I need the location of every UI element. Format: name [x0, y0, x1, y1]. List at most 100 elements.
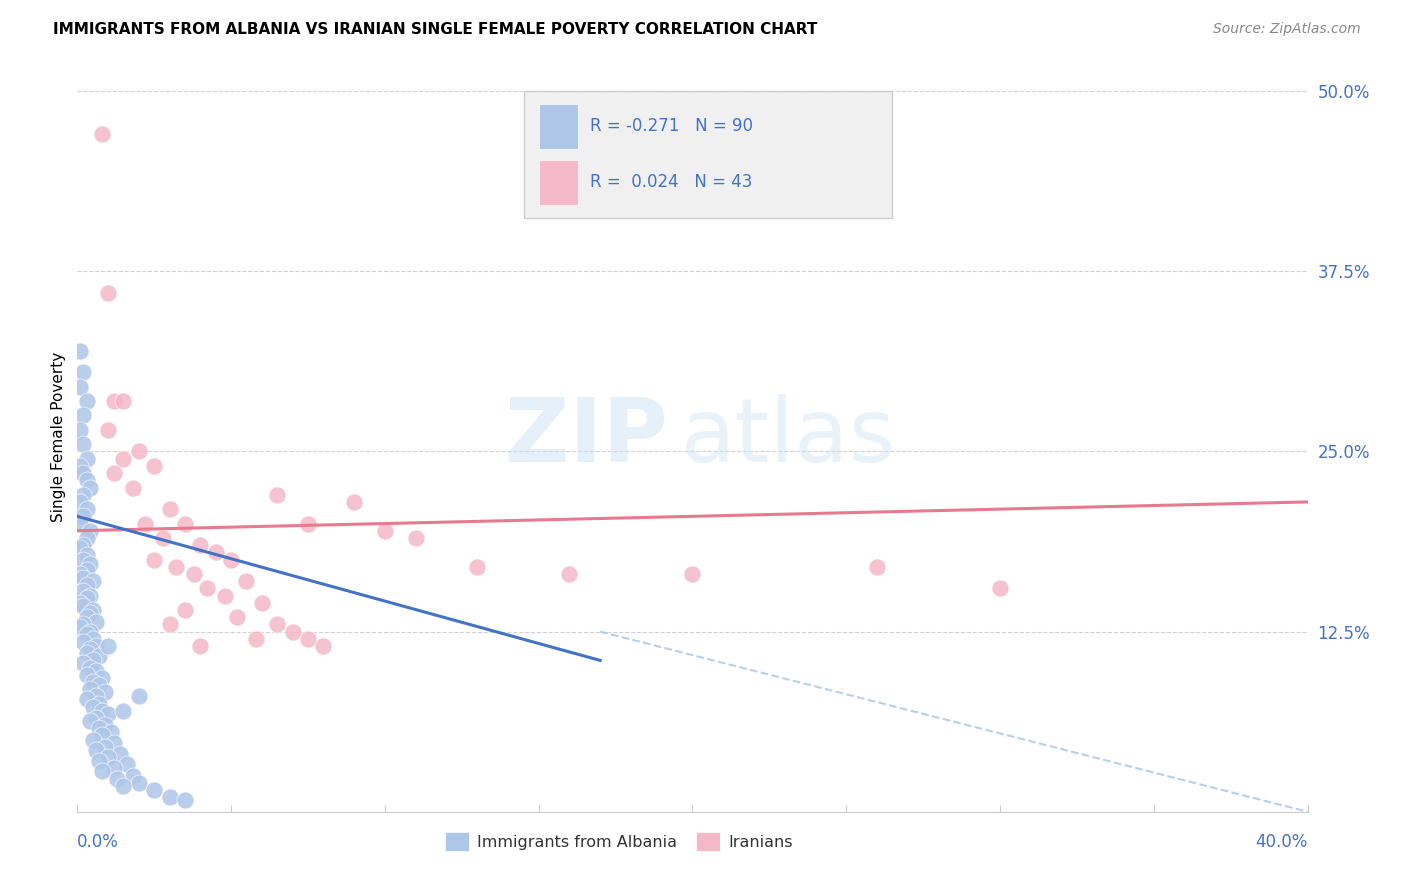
Point	[72, 509, 94, 524]
Point	[97, 423, 120, 437]
Point	[405, 531, 427, 545]
Point	[76, 473, 98, 487]
Point	[90, 764, 114, 779]
Point	[87, 678, 110, 692]
Point	[105, 772, 128, 786]
Point	[76, 591, 98, 606]
Point	[76, 548, 98, 562]
Point	[165, 559, 187, 574]
Point	[76, 627, 98, 641]
Point	[121, 481, 143, 495]
Point	[82, 574, 104, 589]
Point	[866, 559, 889, 574]
Point	[128, 776, 150, 790]
Text: ZIP: ZIP	[505, 393, 668, 481]
Point	[82, 675, 104, 690]
Point	[79, 524, 101, 538]
Point	[121, 769, 143, 783]
Point	[76, 610, 98, 624]
Point	[174, 793, 197, 807]
Point	[72, 365, 94, 379]
Point	[94, 718, 117, 732]
Point	[76, 531, 98, 545]
Point	[82, 632, 104, 646]
Point	[69, 620, 91, 634]
Point	[87, 697, 110, 711]
Y-axis label: Single Female Poverty: Single Female Poverty	[51, 352, 66, 522]
Point	[174, 603, 197, 617]
Point	[159, 502, 181, 516]
Point	[97, 285, 120, 300]
Point	[87, 649, 110, 664]
Point	[103, 466, 125, 480]
Point	[87, 721, 110, 735]
Point	[112, 394, 135, 409]
Point	[84, 743, 107, 757]
Point	[79, 557, 101, 571]
Point	[90, 671, 114, 685]
Point	[100, 725, 122, 739]
Point	[214, 589, 236, 603]
Point	[195, 582, 218, 596]
Point	[76, 668, 98, 682]
Text: 0.0%: 0.0%	[77, 833, 120, 851]
Point	[72, 657, 94, 671]
Point	[79, 606, 101, 620]
Point	[69, 541, 91, 555]
Text: Source: ZipAtlas.com: Source: ZipAtlas.com	[1213, 22, 1361, 37]
Point	[159, 790, 181, 805]
Point	[84, 664, 107, 678]
Point	[94, 739, 117, 754]
Point	[143, 552, 166, 566]
Point	[79, 641, 101, 656]
Point	[103, 394, 125, 409]
Point	[76, 578, 98, 592]
Point	[72, 552, 94, 566]
Point	[76, 502, 98, 516]
Point	[72, 584, 94, 599]
Point	[82, 603, 104, 617]
Point	[112, 704, 135, 718]
Point	[72, 466, 94, 480]
Text: R = -0.271   N = 90: R = -0.271 N = 90	[591, 117, 754, 135]
Text: R =  0.024   N = 43: R = 0.024 N = 43	[591, 173, 752, 191]
Point	[128, 444, 150, 458]
Point	[245, 632, 267, 646]
Point	[82, 699, 104, 714]
Point	[297, 516, 319, 531]
Point	[76, 646, 98, 660]
Point	[76, 692, 98, 706]
Point	[97, 706, 120, 721]
Legend: Immigrants from Albania, Iranians: Immigrants from Albania, Iranians	[439, 825, 799, 858]
Point	[219, 552, 242, 566]
Point	[82, 653, 104, 667]
Point	[69, 343, 91, 358]
Point	[465, 559, 488, 574]
Point	[343, 495, 366, 509]
Point	[128, 690, 150, 704]
Point	[79, 682, 101, 697]
Point	[72, 617, 94, 632]
Point	[159, 617, 181, 632]
Point	[76, 563, 98, 577]
Point	[69, 379, 91, 393]
Point	[112, 779, 135, 793]
Point	[84, 639, 107, 653]
Bar	[538, 160, 578, 205]
Text: IMMIGRANTS FROM ALBANIA VS IRANIAN SINGLE FEMALE POVERTY CORRELATION CHART: IMMIGRANTS FROM ALBANIA VS IRANIAN SINGL…	[53, 22, 818, 37]
Point	[988, 582, 1011, 596]
Point	[152, 531, 174, 545]
Point	[281, 624, 304, 639]
Point	[87, 754, 110, 768]
Point	[72, 538, 94, 552]
Point	[266, 488, 288, 502]
Point	[84, 690, 107, 704]
Point	[226, 610, 249, 624]
Point	[72, 409, 94, 423]
Point	[143, 458, 166, 473]
Point	[266, 617, 288, 632]
Point	[69, 423, 91, 437]
Point	[558, 566, 581, 581]
Point	[90, 704, 114, 718]
Point	[79, 660, 101, 674]
